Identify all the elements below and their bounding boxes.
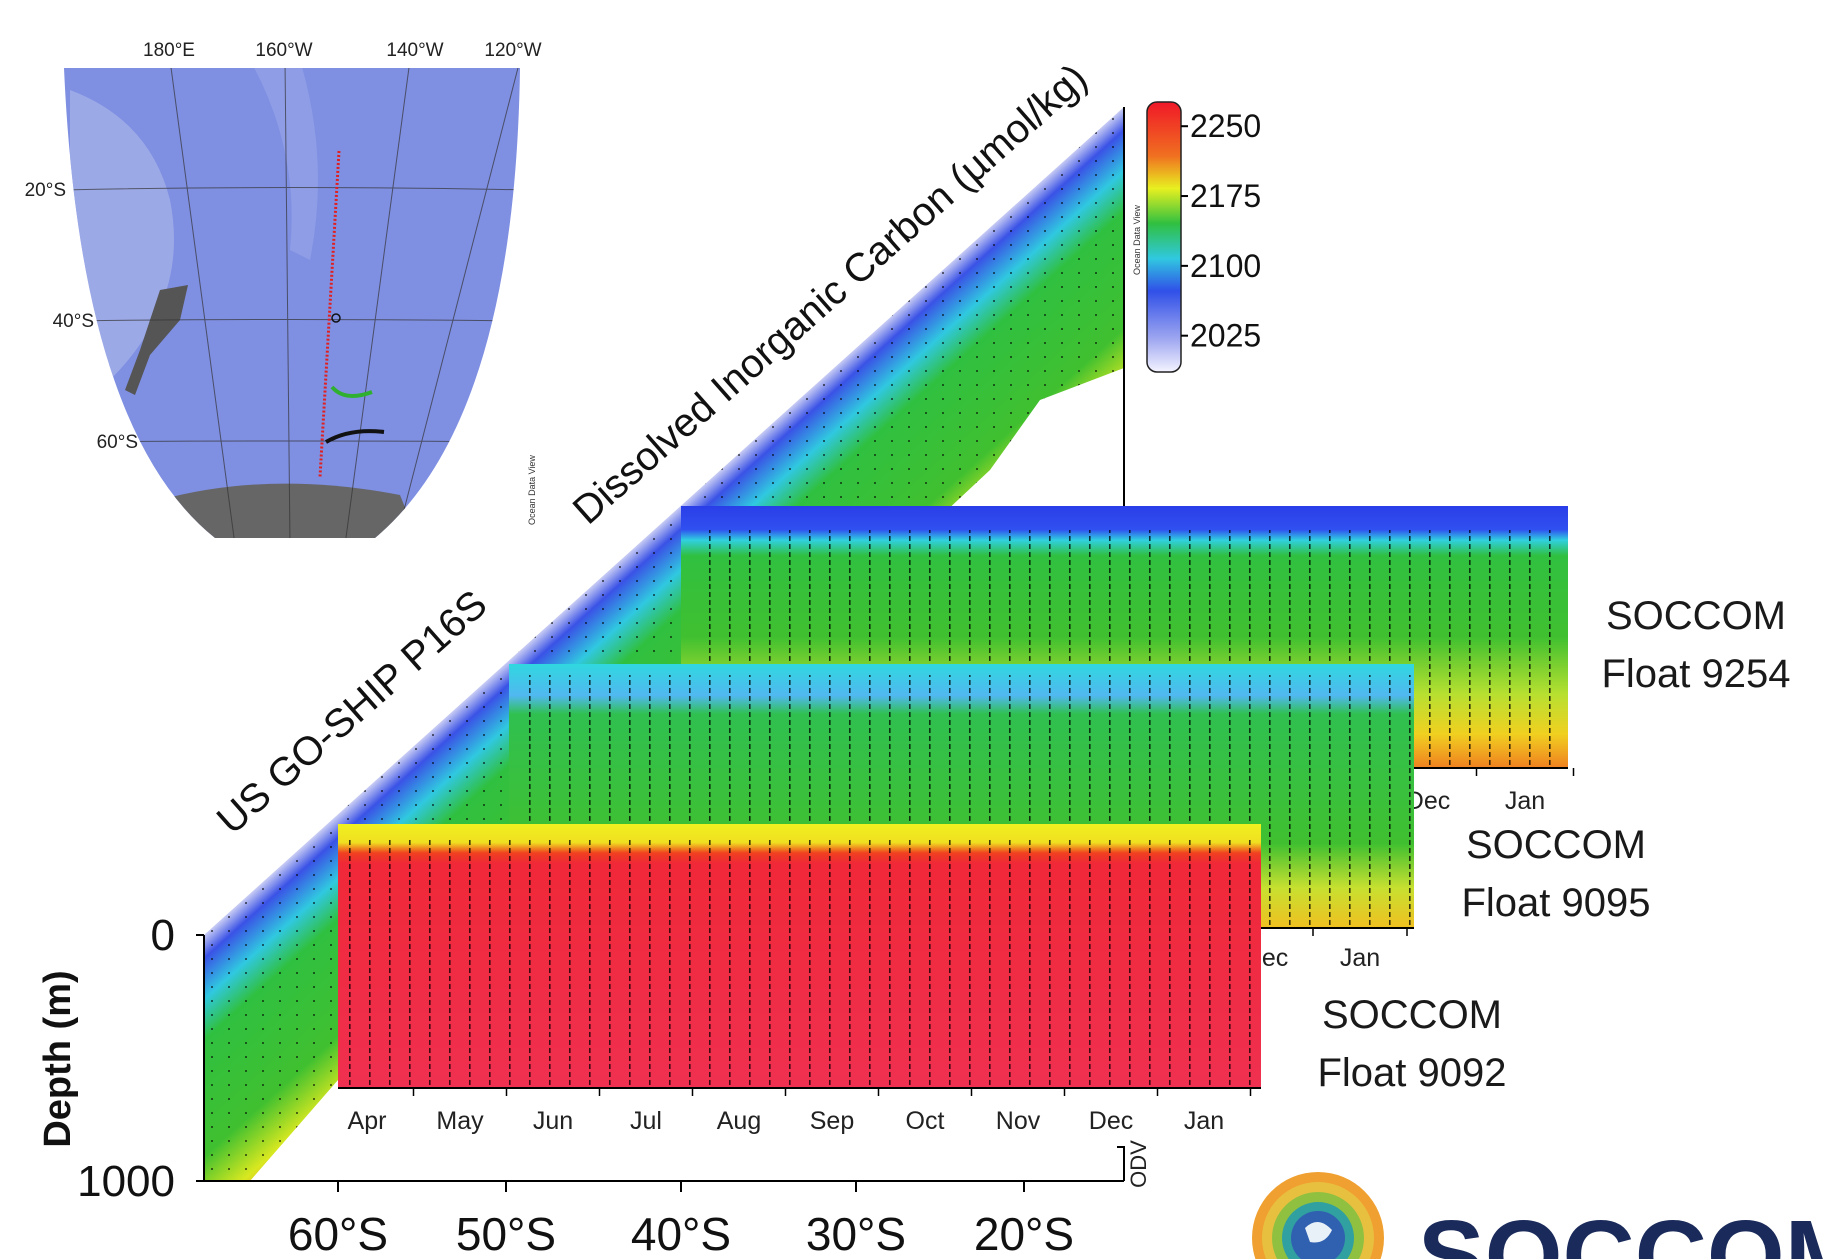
float-label: Float 9254: [1601, 652, 1790, 696]
month-label: Jan: [1340, 944, 1380, 972]
y-axis-title: Depth (m): [37, 970, 79, 1147]
colorbar-scale: [1147, 102, 1181, 372]
month-label: Oct: [906, 1107, 945, 1135]
month-label: May: [436, 1107, 484, 1135]
logo: SOCCOM: [1252, 1172, 1825, 1259]
float-label: SOCCOM: [1322, 993, 1502, 1037]
colorbar-tick-label: 2025: [1190, 318, 1261, 354]
colorbar: Ocean Data View: [1132, 102, 1181, 372]
logo-text: SOCCOM: [1418, 1200, 1825, 1259]
lon-label: 160°W: [255, 40, 312, 61]
x-tick-label: 20°S: [974, 1208, 1074, 1259]
float-label: SOCCOM: [1606, 594, 1786, 638]
odv-label: ODV: [1126, 1140, 1151, 1188]
float-label: SOCCOM: [1466, 823, 1646, 867]
float-label: Float 9092: [1317, 1051, 1506, 1095]
colorbar-tick-label: 2250: [1190, 108, 1261, 144]
y-tick-label: 1000: [77, 1157, 175, 1206]
month-label: Jan: [1505, 787, 1545, 815]
y-tick-label: 0: [151, 911, 175, 960]
float-profiles: [338, 840, 1261, 1088]
credit: Ocean Data View: [527, 455, 537, 525]
credit: Ocean Data View: [1132, 205, 1142, 275]
colorbar-tick-label: 2100: [1190, 248, 1261, 284]
colorbar-tick-label: 2175: [1190, 178, 1261, 214]
month-label: Aug: [717, 1107, 761, 1135]
x-tick-label: 40°S: [631, 1208, 731, 1259]
lat-label: 60°S: [97, 432, 138, 453]
map: 180°E 160°W 140°W 120°W 20°S 40°S 60°S O…: [25, 40, 542, 550]
lat-label: 40°S: [53, 311, 94, 332]
figure: 180°E 160°W 140°W 120°W 20°S 40°S 60°S O…: [0, 0, 1825, 1259]
month-label: Apr: [348, 1107, 387, 1135]
month-label: Nov: [996, 1107, 1041, 1135]
month-label: Sep: [810, 1107, 854, 1135]
month-label: Jul: [630, 1107, 662, 1135]
odv-bracket: [1117, 1147, 1124, 1181]
lat-label: 20°S: [25, 180, 66, 201]
month-label: Jun: [533, 1107, 573, 1135]
lon-label: 140°W: [386, 40, 443, 61]
x-tick-label: 50°S: [456, 1208, 556, 1259]
month-label: Jan: [1184, 1107, 1224, 1135]
lon-label: 120°W: [484, 40, 541, 61]
month-label: Dec: [1089, 1107, 1133, 1135]
float-label: Float 9095: [1461, 881, 1650, 925]
lon-label: 180°E: [143, 40, 195, 61]
x-tick-label: 30°S: [806, 1208, 906, 1259]
x-tick-label: 60°S: [288, 1208, 388, 1259]
